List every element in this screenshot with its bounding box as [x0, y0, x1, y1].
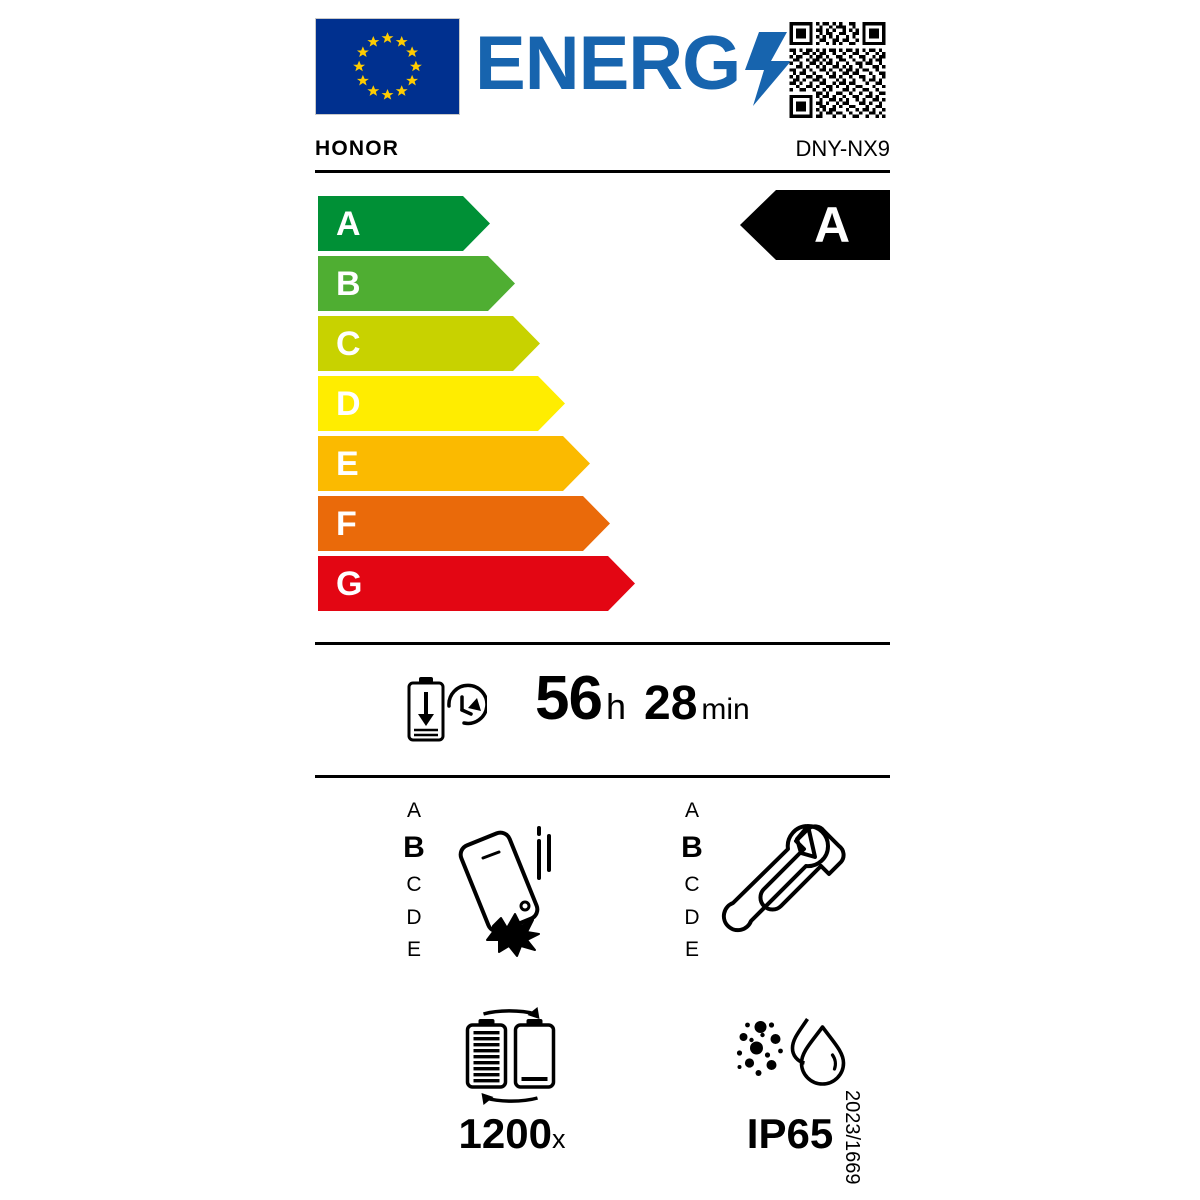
battery-cycles-suffix: x	[551, 1124, 566, 1154]
scale-bar-letter: D	[336, 384, 361, 423]
battery-cycle-icon	[450, 1005, 575, 1105]
bottom-icon-row: 1200x	[315, 1005, 890, 1170]
scale-bar-b: B	[318, 256, 515, 311]
rating-badge-letter: A	[813, 197, 851, 253]
battery-cycles-value: 1200	[458, 1110, 552, 1157]
class-letter-b: B	[403, 830, 425, 864]
ingress-protection-label: IP65	[675, 1113, 905, 1155]
scale-row-e: E	[318, 436, 893, 491]
svg-text:ENERG: ENERG	[475, 26, 740, 106]
scale-bar-g: G	[318, 556, 635, 611]
rating-badge: A	[740, 190, 890, 260]
scale-row-d: D	[318, 376, 893, 431]
wrench-screwdriver-icon	[713, 808, 863, 958]
scale-bar-d: D	[318, 376, 565, 431]
scale-row-b: B	[318, 256, 893, 311]
divider-1	[315, 642, 890, 645]
battery-cycles-block: 1200x	[397, 1005, 627, 1170]
divider-2	[315, 775, 890, 778]
class-letter-d: D	[406, 905, 422, 929]
scale-row-f: F	[318, 496, 893, 551]
class-letter-e: E	[684, 938, 699, 961]
class-letter-a: A	[684, 799, 699, 822]
scale-bar-letter: A	[336, 204, 361, 243]
ingress-protection-block: IP65	[675, 1005, 905, 1170]
scale-row-c: C	[318, 316, 893, 371]
energy-wordmark: ENERG	[475, 26, 805, 106]
scale-bar-letter: B	[336, 264, 361, 303]
endurance-hours: 56	[535, 664, 603, 733]
battery-endurance-row: 56 h 28 min	[315, 660, 890, 765]
scale-row-a: A	[318, 196, 893, 251]
scale-bar-letter: C	[336, 324, 361, 363]
dust-water-icon	[728, 1005, 853, 1105]
scale-row-g: G	[318, 556, 893, 611]
scale-bar-c: C	[318, 316, 540, 371]
class-letter-b: B	[681, 830, 703, 864]
class-letter-e: E	[406, 938, 421, 961]
scale-bar-letter: F	[336, 504, 357, 543]
endurance-minutes: 28	[644, 677, 698, 730]
scale-bar-f: F	[318, 496, 610, 551]
class-letter-a: A	[406, 799, 421, 822]
endurance-hours-unit: h	[605, 686, 626, 727]
battery-endurance-value: 56 h 28 min	[535, 668, 750, 748]
scale-bar-letter: G	[336, 564, 363, 603]
class-letter-c: C	[684, 873, 700, 896]
regulation-reference: 2023/1669	[841, 1090, 863, 1185]
supplier-divider	[315, 170, 890, 173]
phone-drop-icon	[435, 808, 585, 958]
eu-flag-icon	[315, 18, 460, 115]
lightning-bolt-icon	[745, 32, 791, 106]
ingress-protection-value: IP65	[746, 1110, 834, 1157]
qr-code	[785, 22, 890, 118]
endurance-minutes-unit: min	[701, 693, 750, 726]
battery-cycles-label: 1200x	[397, 1113, 627, 1155]
scale-bar-e: E	[318, 436, 590, 491]
model-identifier: DNY-NX9	[795, 136, 890, 161]
class-letter-c: C	[406, 873, 422, 896]
scale-bar-a: A	[318, 196, 490, 251]
supplier-brand: HONOR	[315, 137, 400, 160]
scale-bar-letter: E	[336, 444, 359, 483]
label-header: ENERG	[315, 18, 890, 118]
battery-clock-icon	[405, 674, 487, 744]
class-letter-d: D	[684, 905, 700, 929]
rating-badge-arrow	[740, 190, 890, 260]
supplier-row: HONOR DNY-NX9	[315, 133, 890, 169]
